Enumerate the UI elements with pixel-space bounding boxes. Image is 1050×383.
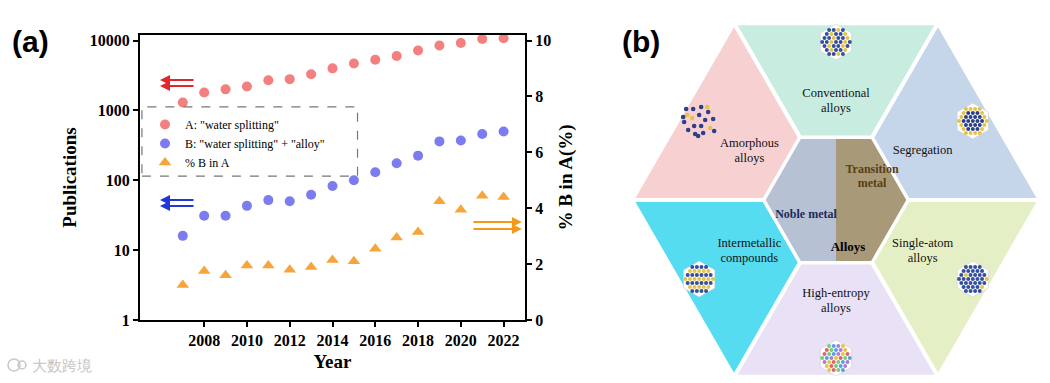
- svg-text:A: "water splitting": A: "water splitting": [185, 118, 279, 132]
- svg-text:B: "water splitting" + "alloy": B: "water splitting" + "alloy": [185, 137, 325, 151]
- svg-text:Noble metal: Noble metal: [775, 207, 837, 221]
- svg-text:% B in A(%): % B in A(%): [555, 124, 577, 230]
- svg-text:2020: 2020: [445, 332, 477, 349]
- svg-text:0: 0: [535, 312, 543, 329]
- svg-text:大数跨境: 大数跨境: [32, 357, 92, 375]
- svg-text:2022: 2022: [488, 332, 520, 349]
- svg-text:2010: 2010: [231, 332, 263, 349]
- svg-text:alloys: alloys: [908, 251, 938, 265]
- svg-text:alloys: alloys: [821, 301, 851, 315]
- svg-text:Segregation: Segregation: [893, 143, 953, 157]
- svg-text:1000: 1000: [98, 102, 130, 119]
- svg-text:2: 2: [535, 256, 543, 273]
- svg-text:Publications: Publications: [59, 127, 80, 227]
- svg-text:(a): (a): [12, 25, 49, 58]
- svg-text:4: 4: [535, 200, 543, 217]
- svg-text:High-entropy: High-entropy: [802, 286, 870, 300]
- svg-text:Transition: Transition: [845, 162, 898, 176]
- svg-text:% B in A: % B in A: [185, 156, 230, 170]
- svg-text:2012: 2012: [274, 332, 306, 349]
- svg-text:10: 10: [535, 32, 551, 49]
- svg-text:Amorphous: Amorphous: [720, 136, 779, 150]
- svg-text:Single-atom: Single-atom: [892, 236, 953, 250]
- svg-text:Year: Year: [314, 351, 353, 372]
- svg-text:100: 100: [106, 172, 130, 189]
- svg-text:6: 6: [535, 144, 543, 161]
- svg-text:8: 8: [535, 88, 543, 105]
- svg-text:Conventional: Conventional: [802, 86, 870, 100]
- svg-text:alloys: alloys: [821, 101, 851, 115]
- svg-text:alloys: alloys: [734, 151, 764, 165]
- svg-text:10: 10: [114, 242, 130, 259]
- svg-text:compounds: compounds: [721, 251, 779, 265]
- svg-text:metal: metal: [858, 176, 887, 190]
- svg-text:1: 1: [122, 312, 130, 329]
- svg-text:2008: 2008: [188, 332, 220, 349]
- svg-text:Alloys: Alloys: [831, 239, 866, 254]
- svg-text:2016: 2016: [359, 332, 391, 349]
- svg-text:Intermetallic: Intermetallic: [717, 236, 781, 250]
- svg-text:2014: 2014: [317, 332, 349, 349]
- svg-text:2018: 2018: [402, 332, 434, 349]
- svg-text:10000: 10000: [90, 32, 130, 49]
- svg-text:(b): (b): [622, 25, 660, 58]
